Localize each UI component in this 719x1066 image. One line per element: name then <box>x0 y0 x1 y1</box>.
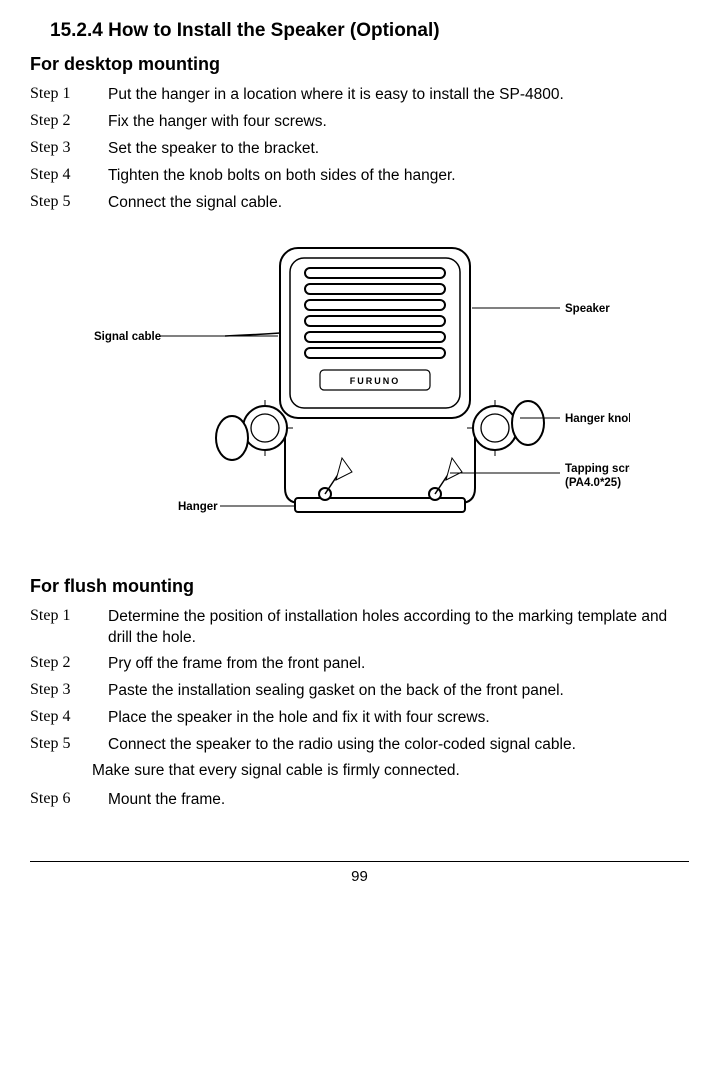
speaker-body: FURUNO <box>280 248 470 418</box>
desktop-step-row: Step 1 Put the hanger in a location wher… <box>30 85 689 106</box>
step-text: Tighten the knob bolts on both sides of … <box>108 166 456 187</box>
step-label: Step 5 <box>30 735 108 753</box>
page-footer: 99 <box>30 861 689 885</box>
hanger-bracket <box>265 428 495 512</box>
label-hanger: Hanger <box>178 501 218 513</box>
flush-step-row: Step 3 Paste the installation sealing ga… <box>30 681 689 702</box>
step-text: Connect the speaker to the radio using t… <box>108 735 576 756</box>
step-text: Pry off the frame from the front panel. <box>108 654 365 675</box>
speaker-diagram-svg: FURUNO <box>90 228 630 558</box>
step-label: Step 3 <box>30 139 108 157</box>
flush-step-row: Step 2 Pry off the frame from the front … <box>30 654 689 675</box>
step-text: Set the speaker to the bracket. <box>108 139 319 160</box>
flush-step-row: Step 6 Mount the frame. <box>30 790 689 811</box>
desktop-step-row: Step 4 Tighten the knob bolts on both si… <box>30 166 689 187</box>
speaker-diagram: FURUNO <box>30 228 689 558</box>
step-text: Fix the hanger with four screws. <box>108 112 327 133</box>
step-label: Step 5 <box>30 193 108 211</box>
flush-note: Make sure that every signal cable is fir… <box>92 762 689 780</box>
label-signal-cable: Signal cable <box>94 331 161 343</box>
flush-heading: For flush mounting <box>30 576 689 597</box>
step-text: Put the hanger in a location where it is… <box>108 85 564 106</box>
step-text: Mount the frame. <box>108 790 225 811</box>
step-text: Determine the position of installation h… <box>108 607 689 649</box>
step-label: Step 1 <box>30 85 108 103</box>
desktop-step-row: Step 2 Fix the hanger with four screws. <box>30 112 689 133</box>
step-label: Step 4 <box>30 708 108 726</box>
section-title: How to Install the Speaker (Optional) <box>108 20 439 41</box>
page-number: 99 <box>351 868 368 885</box>
step-label: Step 2 <box>30 654 108 672</box>
flush-step-row: Step 5 Connect the speaker to the radio … <box>30 735 689 756</box>
section-number: 15.2.4 <box>50 20 103 41</box>
label-tapping-screw-l1: Tapping screw <box>565 463 630 475</box>
step-label: Step 2 <box>30 112 108 130</box>
step-label: Step 4 <box>30 166 108 184</box>
svg-text:FURUNO: FURUNO <box>349 376 400 386</box>
step-label: Step 6 <box>30 790 108 808</box>
desktop-step-row: Step 3 Set the speaker to the bracket. <box>30 139 689 160</box>
desktop-step-row: Step 5 Connect the signal cable. <box>30 193 689 214</box>
desktop-heading: For desktop mounting <box>30 54 689 75</box>
step-label: Step 3 <box>30 681 108 699</box>
flush-step-row: Step 4 Place the speaker in the hole and… <box>30 708 689 729</box>
flush-step-row: Step 1 Determine the position of install… <box>30 607 689 649</box>
step-text: Paste the installation sealing gasket on… <box>108 681 564 702</box>
label-speaker: Speaker <box>565 303 610 315</box>
label-tapping-screw-l2: (PA4.0*25) <box>565 477 621 489</box>
section-heading: 15.2.4 How to Install the Speaker (Optio… <box>50 20 689 42</box>
right-knob <box>467 400 544 456</box>
step-text: Place the speaker in the hole and fix it… <box>108 708 490 729</box>
step-label: Step 1 <box>30 607 108 625</box>
label-hanger-knob: Hanger knob <box>565 413 630 425</box>
step-text: Connect the signal cable. <box>108 193 282 214</box>
